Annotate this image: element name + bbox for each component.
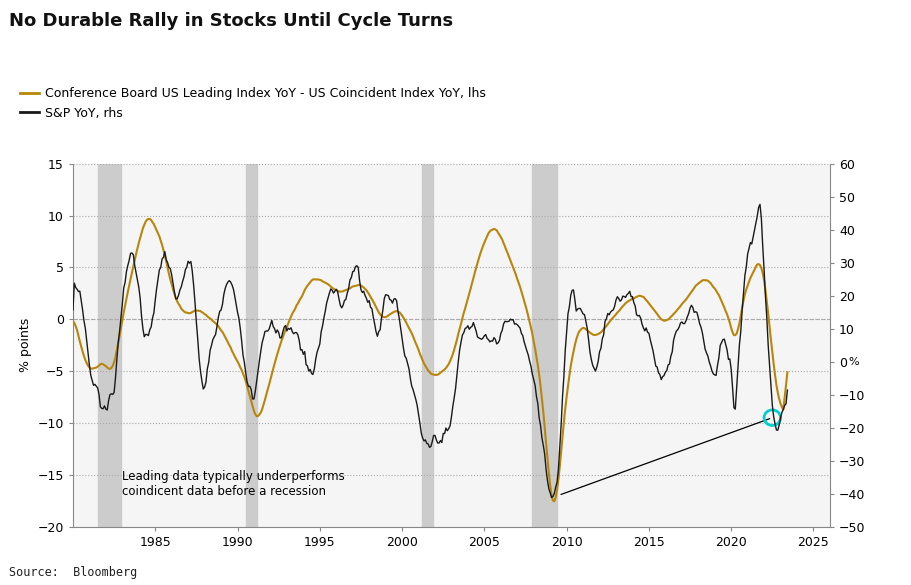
Y-axis label: % points: % points bbox=[19, 318, 32, 372]
Bar bbox=[245, 164, 257, 526]
Legend: Conference Board US Leading Index YoY - US Coincident Index YoY, lhs, S&P YoY, r: Conference Board US Leading Index YoY - … bbox=[15, 82, 491, 125]
Bar bbox=[422, 164, 433, 526]
Bar bbox=[531, 164, 556, 526]
Text: %: % bbox=[847, 357, 858, 367]
Text: No Durable Rally in Stocks Until Cycle Turns: No Durable Rally in Stocks Until Cycle T… bbox=[9, 12, 453, 30]
Text: Source:  Bloomberg: Source: Bloomberg bbox=[9, 566, 138, 579]
Bar bbox=[97, 164, 120, 526]
Text: Leading data typically underperforms
coindicent data before a recession: Leading data typically underperforms coi… bbox=[122, 470, 344, 497]
